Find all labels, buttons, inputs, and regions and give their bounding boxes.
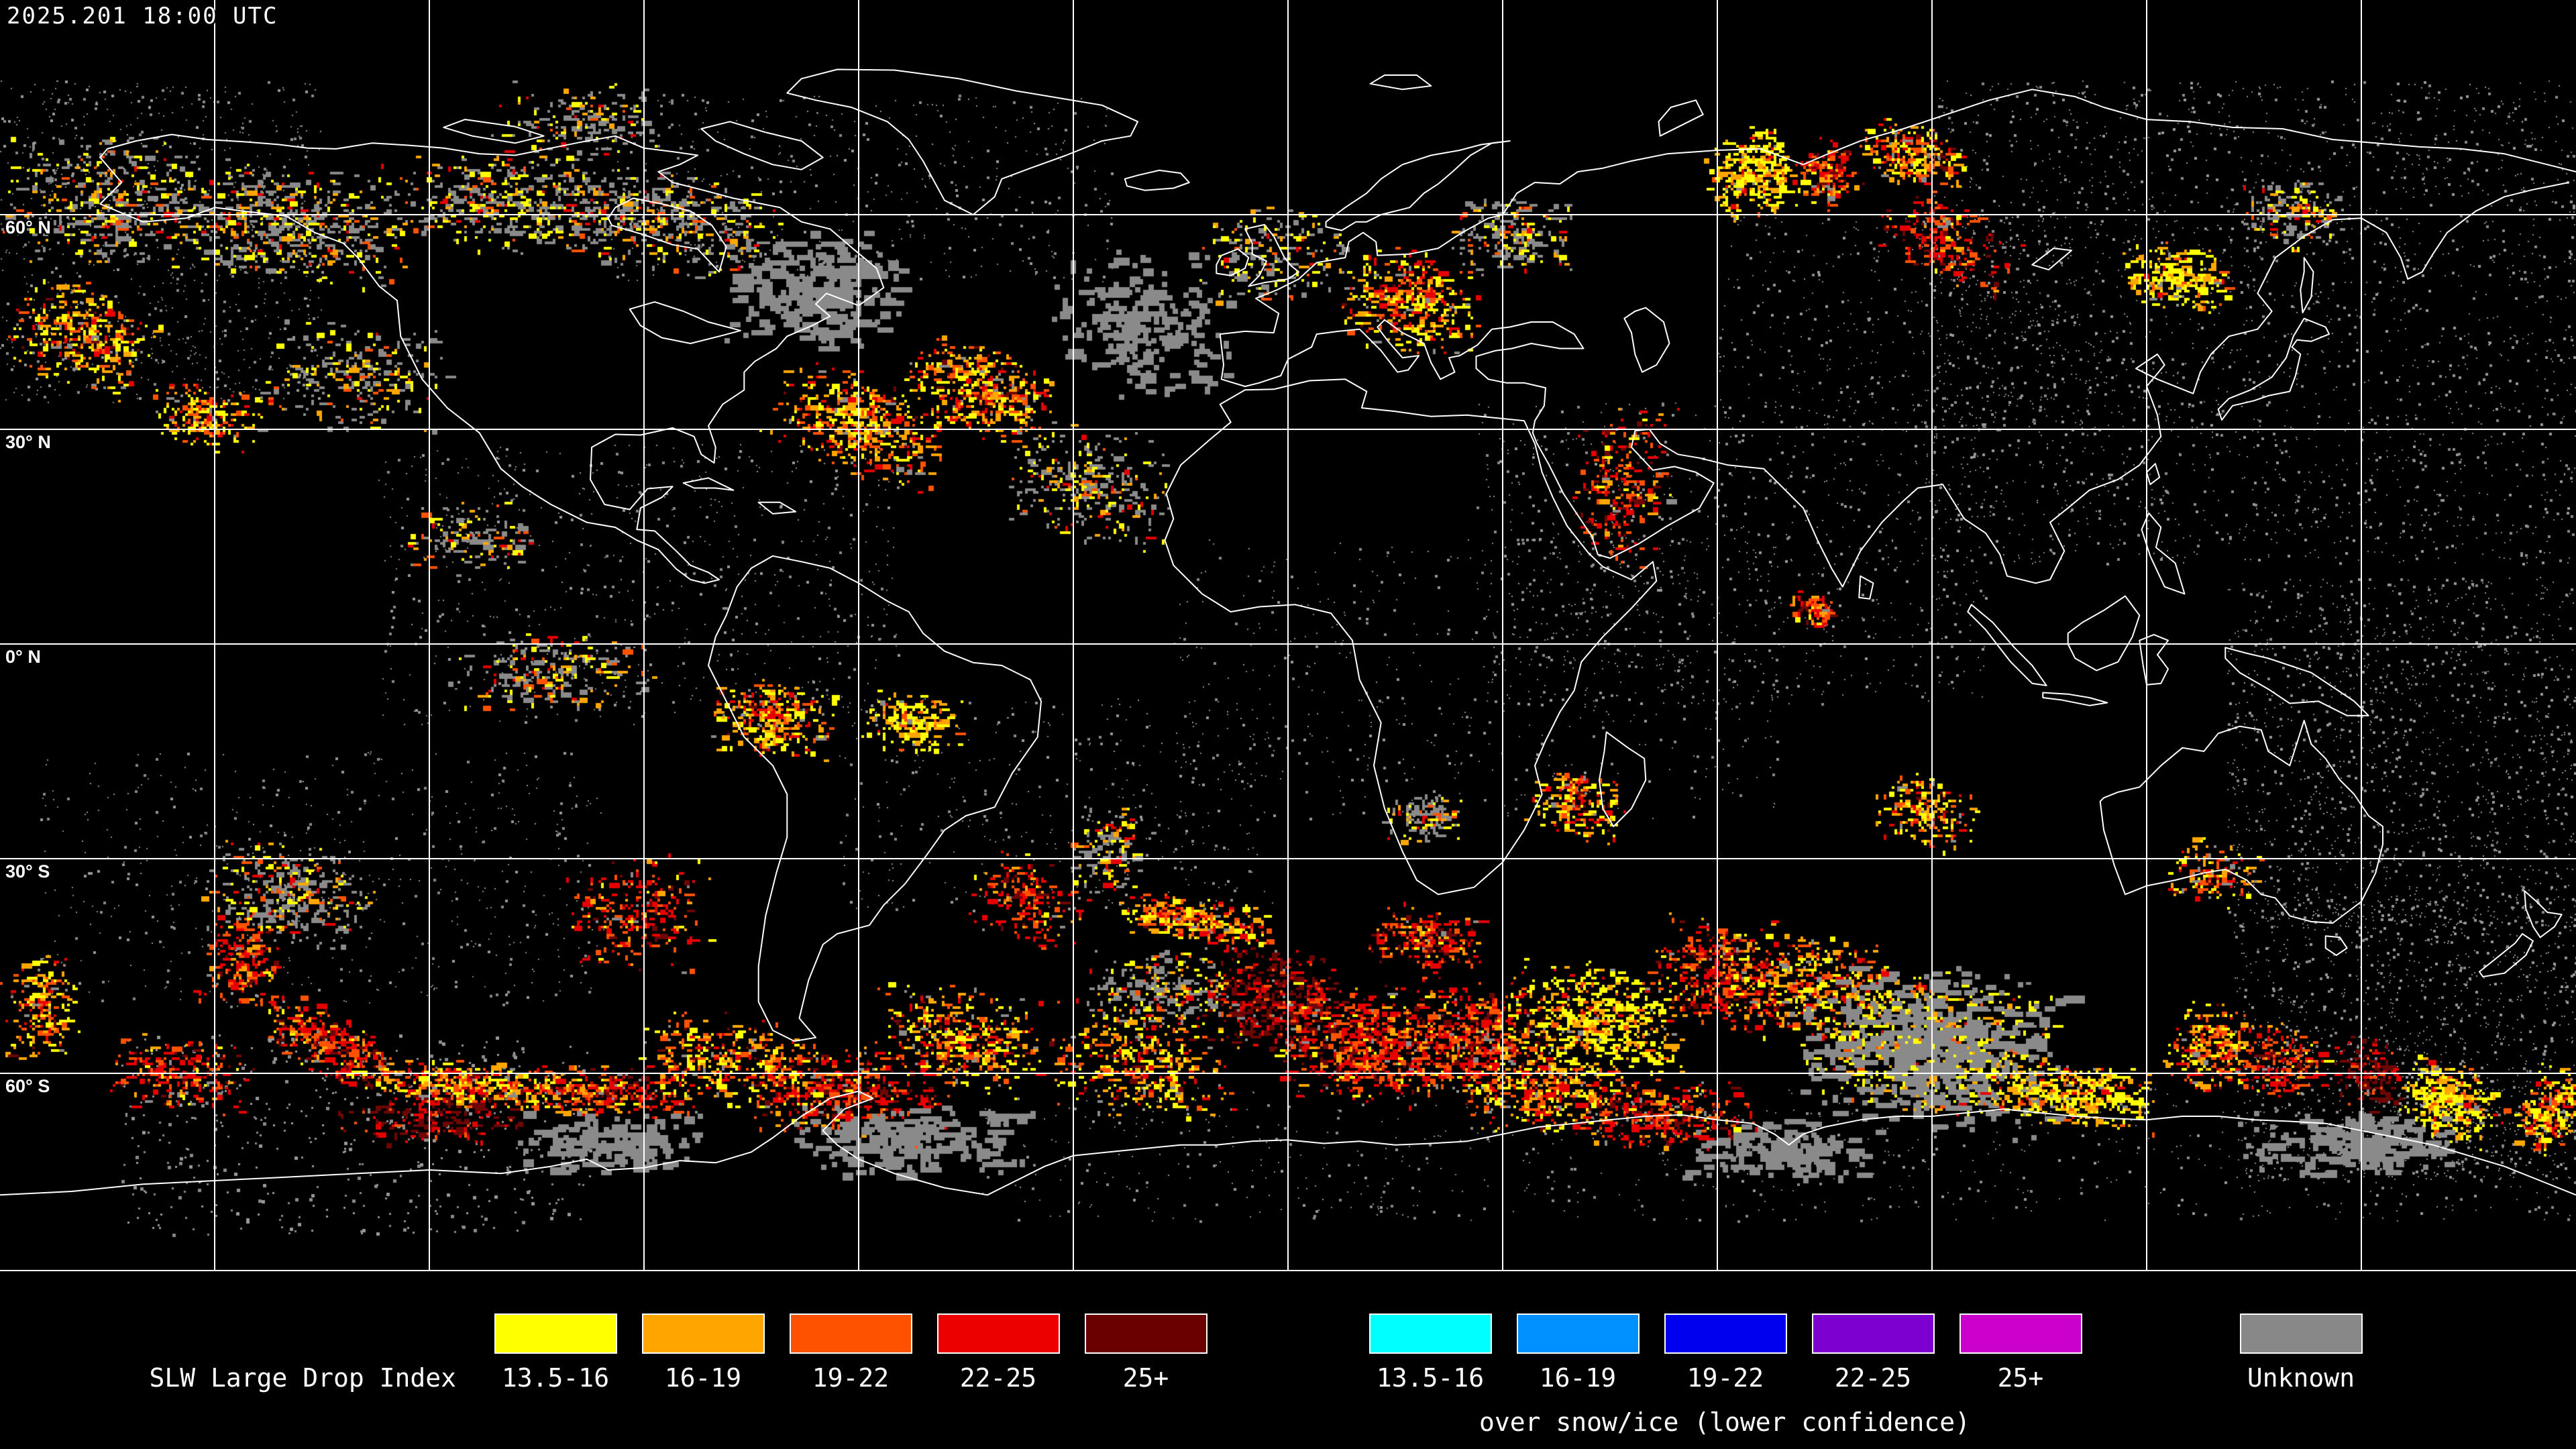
legend-unknown-label: Unknown [2247,1363,2355,1393]
coastline-scandinavia [1325,140,1511,231]
coastline-taiwan [2146,463,2161,486]
coastline-sulawesi [2139,634,2169,686]
legend-swatch-label: 25+ [1122,1363,1169,1393]
legend-swatch [790,1313,912,1354]
world-map: 2025.201 18:00 UTC 60° N 30° N 0° N 30° S 60… [0,0,2576,1272]
coastline-tasmania [2324,935,2348,956]
legend-swatch-label: 22-25 [959,1363,1037,1393]
coastline-cuba [682,477,735,491]
timestamp-label: 2025.201 18:00 UTC [7,3,278,30]
coastline-japan [2217,317,2330,421]
coastline-ireland [1216,248,1250,276]
legend-swatch [1812,1313,1935,1354]
legend-snowice-caption: over snow/ice (lower confidence) [1479,1407,1971,1437]
legend-swatch-label: 22-25 [1834,1363,1912,1393]
coastline-caspian-sea [1623,307,1670,373]
coastline-madagascar [1599,731,1647,827]
legend-swatch [494,1313,617,1354]
coastline-sumatra [1967,604,2047,686]
legend-swatch [937,1313,1060,1354]
coastline-lake-baikal [2031,248,2072,271]
coastline-sakhalin [2300,257,2314,314]
legend-swatch-label: 13.5-16 [1376,1363,1485,1393]
coastline-grid-svg [0,0,2576,1271]
coastline-hispaniola [757,501,797,515]
legend-swatch-label: 16-19 [1539,1363,1617,1393]
latitude-label: 30° S [5,861,50,881]
latitude-label: 60° S [5,1076,50,1096]
coastline-east-asia-south [1219,182,2569,588]
coastline-svalbard [1369,74,1432,91]
coastline-iceland [1124,169,1190,191]
coastline-java [2042,692,2108,706]
coastline-north-america [99,133,885,584]
coastline-borneo [2067,595,2141,672]
legend-swatch [1664,1313,1787,1354]
legend-swatch [1517,1313,1640,1354]
coastline-australia [2099,720,2383,924]
legend-swatch-label: 16-19 [664,1363,742,1393]
latitude-label: 60° N [5,217,51,237]
coastline-great-lakes [629,301,741,344]
coastline-nz-south [2479,933,2534,977]
legend-swatch [1369,1313,1492,1354]
latitude-label: 0° N [5,647,41,667]
coastline-novaya-zemlya [1658,99,1704,137]
coastline-antarctica [0,1090,2576,1196]
legend-unknown-swatch [2240,1313,2363,1354]
coastline-philippines [2141,512,2186,595]
legend-title: SLW Large Drop Index [149,1363,456,1393]
coastline-victoria-island [443,119,545,144]
coastline-greenland [786,68,1138,215]
legend-swatch-label: 19-22 [812,1363,890,1393]
coastline-baffin [700,121,824,170]
coastline-hudson-bay [607,197,727,273]
coastline-south-america [708,555,1042,1042]
legend-swatch [1085,1313,1208,1354]
latitude-label: 30° N [5,432,51,452]
legend-swatch-label: 13.5-16 [501,1363,610,1393]
coastline-britain [1244,223,1299,287]
legend-swatch [642,1313,765,1354]
legend-swatch-label: 19-22 [1686,1363,1764,1393]
coastline-nz-north [2524,890,2563,938]
coastline-new-guinea [2224,647,2369,716]
coastline-sri-lanka [1858,575,1874,600]
coastline-eurasia-north [1220,89,2576,335]
coastline-africa [1164,378,1658,896]
legend-swatch-label: 25+ [1997,1363,2044,1393]
legend-swatch [1960,1313,2082,1354]
